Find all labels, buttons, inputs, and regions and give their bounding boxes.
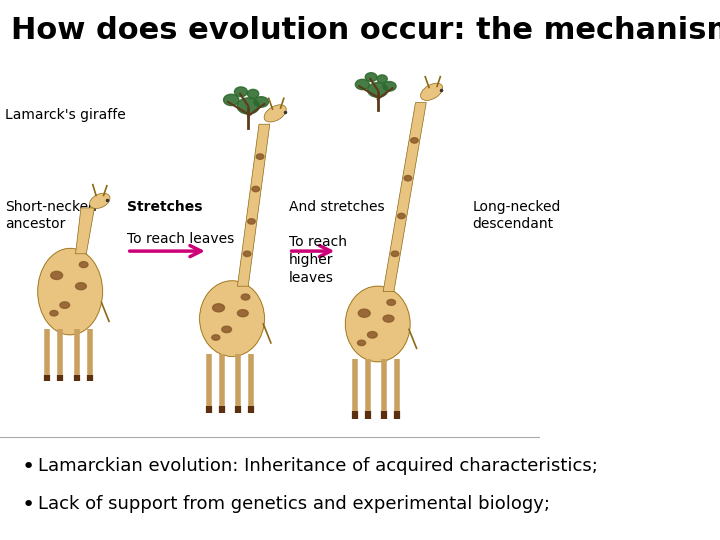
Text: •: • bbox=[22, 495, 35, 515]
Ellipse shape bbox=[383, 315, 394, 322]
Ellipse shape bbox=[76, 283, 86, 289]
Ellipse shape bbox=[238, 310, 248, 316]
Ellipse shape bbox=[254, 97, 269, 107]
Text: To reach leaves: To reach leaves bbox=[127, 232, 234, 246]
Polygon shape bbox=[238, 124, 270, 286]
Ellipse shape bbox=[359, 309, 370, 317]
Ellipse shape bbox=[237, 98, 259, 114]
Ellipse shape bbox=[264, 105, 287, 122]
Text: Long-necked
descendant: Long-necked descendant bbox=[472, 200, 560, 231]
Ellipse shape bbox=[89, 193, 110, 208]
Ellipse shape bbox=[79, 261, 88, 268]
Ellipse shape bbox=[256, 154, 264, 159]
Polygon shape bbox=[383, 103, 426, 292]
Ellipse shape bbox=[235, 87, 248, 97]
Text: Stretches: Stretches bbox=[127, 200, 202, 214]
Ellipse shape bbox=[223, 94, 239, 106]
Ellipse shape bbox=[212, 303, 225, 312]
Ellipse shape bbox=[410, 138, 418, 143]
Ellipse shape bbox=[212, 335, 220, 340]
Ellipse shape bbox=[346, 286, 410, 362]
Ellipse shape bbox=[50, 310, 58, 316]
Ellipse shape bbox=[248, 219, 255, 224]
Ellipse shape bbox=[356, 79, 369, 90]
Ellipse shape bbox=[377, 75, 387, 83]
Text: And stretches: And stretches bbox=[289, 200, 384, 214]
Text: Short-necked
ancestor: Short-necked ancestor bbox=[5, 200, 97, 231]
Ellipse shape bbox=[420, 83, 443, 100]
Ellipse shape bbox=[397, 213, 405, 219]
Ellipse shape bbox=[404, 176, 412, 181]
Ellipse shape bbox=[368, 83, 388, 97]
Ellipse shape bbox=[60, 302, 70, 308]
Text: Lamarck's giraffe: Lamarck's giraffe bbox=[5, 108, 126, 122]
Ellipse shape bbox=[50, 271, 63, 280]
Ellipse shape bbox=[383, 82, 396, 91]
Ellipse shape bbox=[391, 251, 399, 256]
Ellipse shape bbox=[243, 251, 251, 256]
Ellipse shape bbox=[37, 248, 102, 335]
Text: To reach
higher
leaves: To reach higher leaves bbox=[289, 235, 347, 285]
Ellipse shape bbox=[252, 186, 259, 192]
Ellipse shape bbox=[367, 332, 377, 338]
Ellipse shape bbox=[248, 89, 258, 98]
Ellipse shape bbox=[199, 281, 264, 356]
Ellipse shape bbox=[241, 294, 250, 300]
Text: Lamarckian evolution: Inheritance of acquired characteristics;: Lamarckian evolution: Inheritance of acq… bbox=[37, 457, 598, 475]
Ellipse shape bbox=[222, 326, 232, 333]
Ellipse shape bbox=[387, 299, 395, 306]
Polygon shape bbox=[76, 208, 94, 254]
Text: Lack of support from genetics and experimental biology;: Lack of support from genetics and experi… bbox=[37, 495, 550, 513]
Text: How does evolution occur: the mechanism: How does evolution occur: the mechanism bbox=[11, 16, 720, 45]
Ellipse shape bbox=[357, 340, 366, 346]
Ellipse shape bbox=[365, 73, 377, 82]
Text: •: • bbox=[22, 457, 35, 477]
